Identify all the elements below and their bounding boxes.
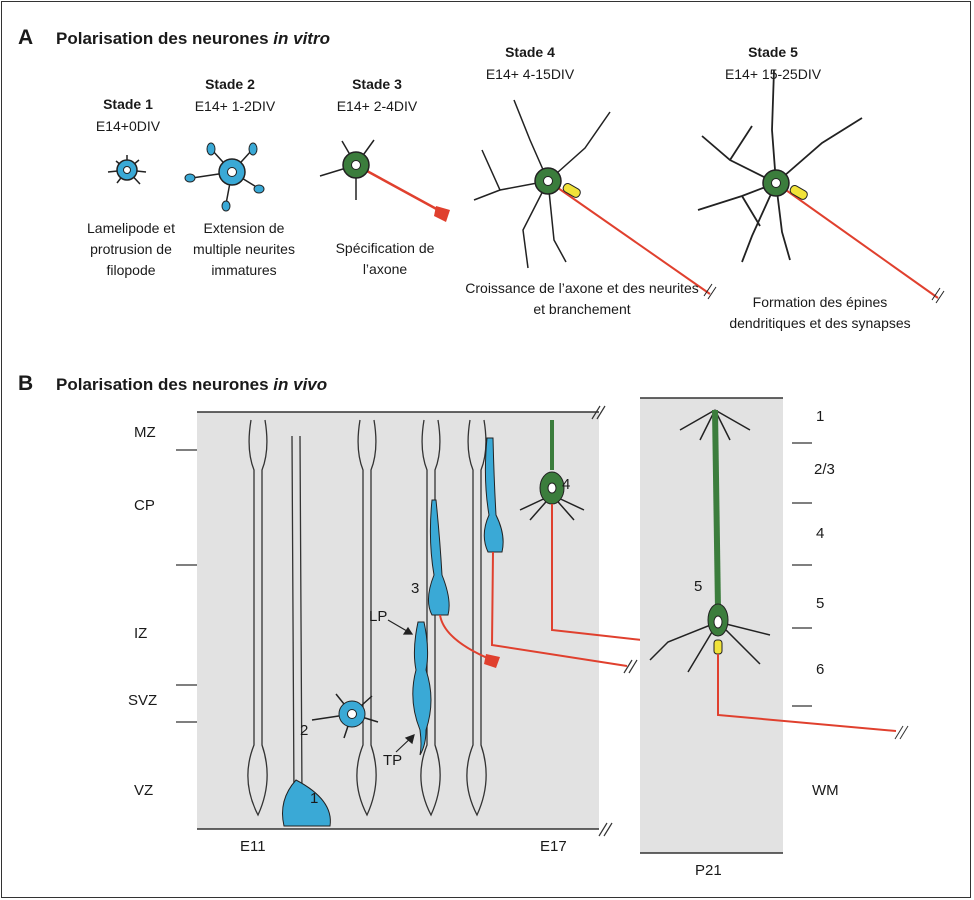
stage2-sub: E14+ 1-2DIV bbox=[194, 98, 276, 114]
zone-svz: SVZ bbox=[128, 692, 158, 709]
radial-glia bbox=[247, 419, 487, 817]
cell5 bbox=[649, 409, 909, 740]
stage2-neuron bbox=[184, 142, 265, 212]
stage3-sub: E14+ 2-4DIV bbox=[336, 98, 418, 114]
cell-label-3: 3 bbox=[411, 580, 420, 597]
layer-6: 6 bbox=[816, 661, 825, 678]
panel-a-letter: A bbox=[18, 26, 34, 49]
stage1-title: Stade 1 bbox=[103, 96, 153, 112]
stage1-caption: Lamelipode et protrusion de filopode bbox=[87, 220, 175, 278]
layer-5: 5 bbox=[816, 595, 825, 612]
stage5-sub: E14+ 15-25DIV bbox=[724, 66, 822, 82]
tp-label: TP bbox=[383, 752, 403, 769]
layer-2-3: 2/3 bbox=[814, 461, 835, 478]
layer-4: 4 bbox=[816, 525, 825, 542]
stage3-caption: Spécification de l’axone bbox=[335, 240, 435, 277]
stage3-neuron bbox=[319, 139, 450, 222]
time-e17: E17 bbox=[540, 838, 567, 855]
cell-e17 bbox=[483, 437, 504, 553]
time-e11: E11 bbox=[240, 838, 266, 855]
cell3 bbox=[428, 499, 450, 616]
stage4-title: Stade 4 bbox=[505, 44, 555, 60]
stage1-neuron bbox=[107, 155, 147, 185]
cortex-embryo-region bbox=[197, 412, 599, 829]
layer-wm: WM bbox=[812, 782, 839, 799]
lp-label: LP bbox=[369, 608, 388, 625]
layer-1: 1 bbox=[816, 408, 825, 425]
stage4-neuron bbox=[473, 99, 717, 300]
stage4-sub: E14+ 4-15DIV bbox=[485, 66, 575, 82]
cell4 bbox=[519, 420, 643, 641]
zone-iz: IZ bbox=[134, 625, 148, 642]
cell-label-2: 2 bbox=[300, 722, 309, 739]
stage5-title: Stade 5 bbox=[748, 44, 798, 60]
stage5-neuron bbox=[697, 69, 945, 304]
stage4-caption: Croissance de l’axone et des neurites et… bbox=[465, 280, 699, 317]
panel-a-title: Polarisation des neurones in vitro bbox=[56, 29, 330, 48]
cell-label-5: 5 bbox=[694, 578, 703, 595]
panel-b-title: Polarisation des neurones in vivo bbox=[56, 375, 328, 394]
cell1 bbox=[282, 779, 331, 827]
zone-mz: MZ bbox=[134, 424, 156, 441]
cell-label-1: 1 bbox=[310, 790, 319, 807]
cell-label-4: 4 bbox=[562, 476, 571, 493]
stage1-sub: E14+0DIV bbox=[95, 118, 161, 134]
migrating-cell bbox=[412, 621, 432, 756]
stage3-title: Stade 3 bbox=[352, 76, 402, 92]
stage2-caption: Extension de multiple neurites immatures bbox=[193, 220, 295, 278]
cell2 bbox=[311, 693, 379, 739]
time-p21: P21 bbox=[695, 862, 722, 879]
zone-cp: CP bbox=[134, 497, 155, 514]
panel-b-letter: B bbox=[18, 372, 34, 395]
stage2-title: Stade 2 bbox=[205, 76, 255, 92]
stage5-caption: Formation des épines dendritiques et des… bbox=[729, 294, 911, 331]
zone-vz: VZ bbox=[134, 782, 154, 799]
